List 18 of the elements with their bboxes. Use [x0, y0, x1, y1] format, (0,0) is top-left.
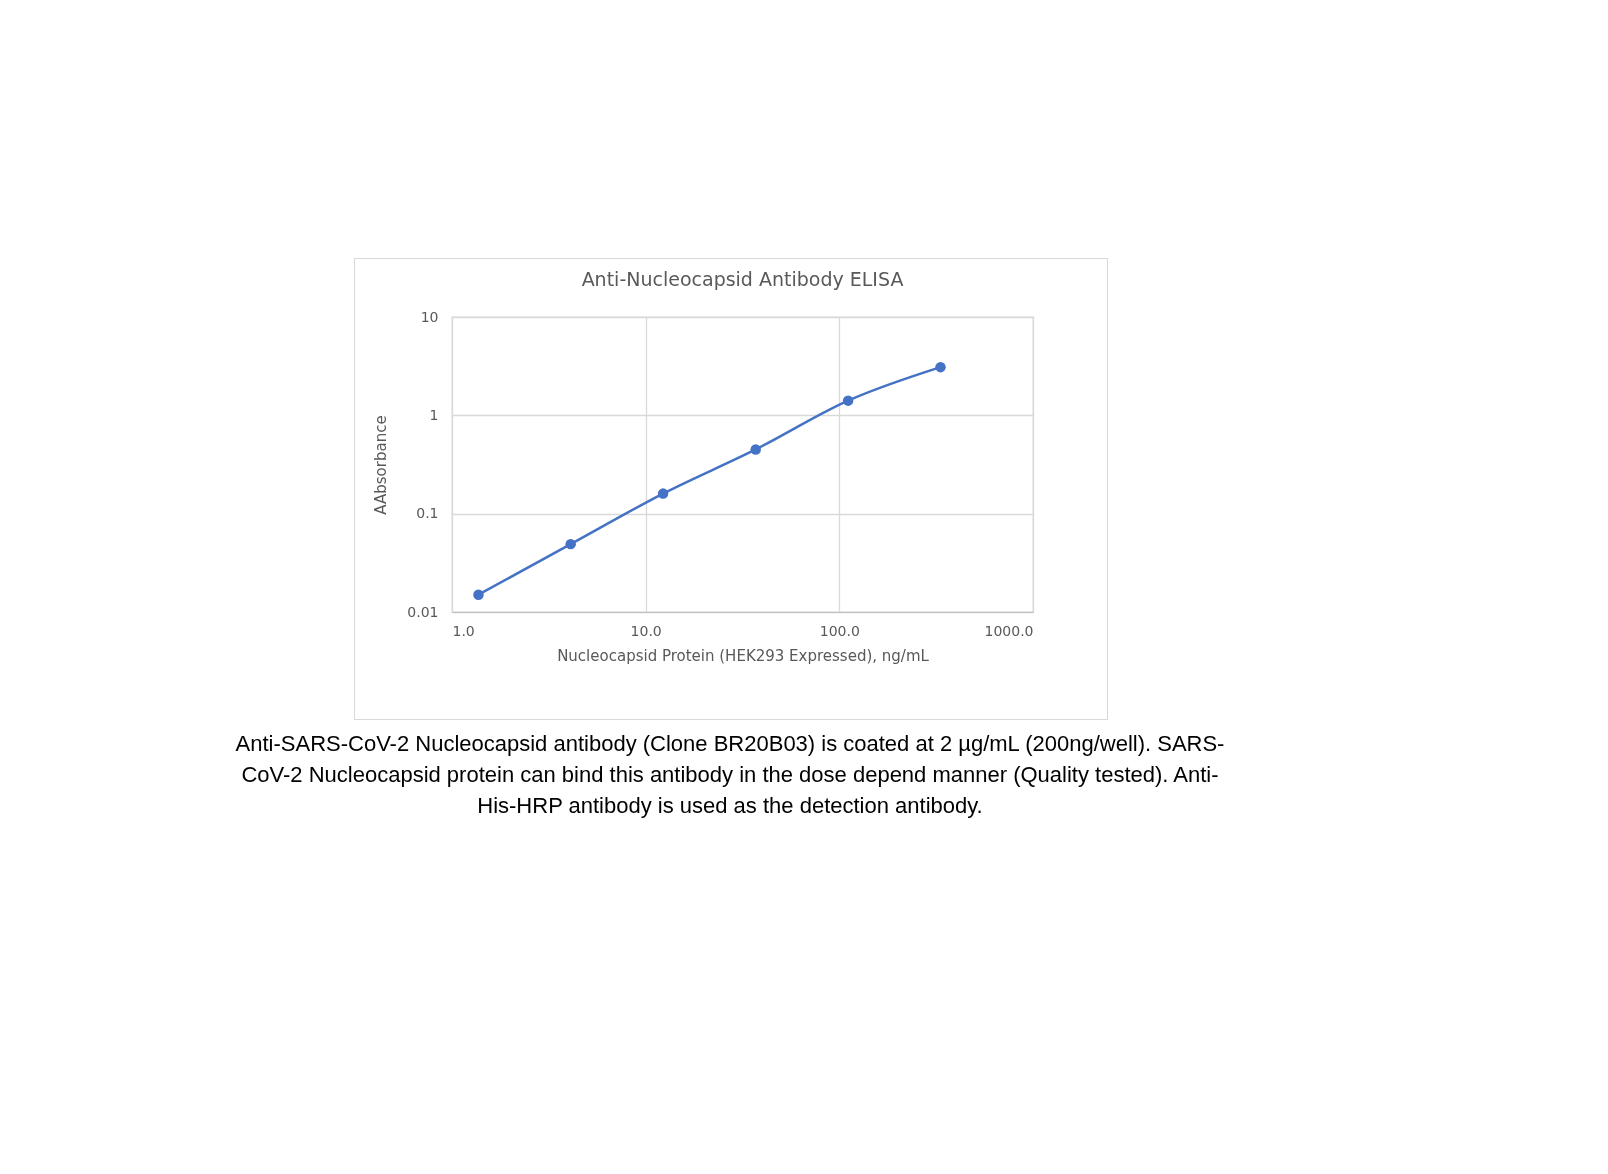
y-axis-title: AAbsorbance	[372, 415, 391, 515]
x-tick-label: 1000.0	[984, 622, 1034, 639]
y-tick-label: 10	[420, 308, 439, 325]
point	[657, 488, 669, 499]
x-axis-title: Nucleocapsid Protein (HEK293 Expressed), ng/mL	[557, 646, 930, 665]
point	[750, 444, 761, 455]
point	[473, 589, 484, 600]
point	[565, 538, 576, 550]
x-tick-label: 1.0	[452, 622, 475, 639]
point	[935, 361, 946, 373]
y-tick-label: 0.01	[407, 603, 439, 620]
text: Anti-SARS-CoV-2 Nucleocapsid antibody (Clone BR20B03) is coated at 2 µg/mL (200ng/well). SARS-CoV-2 Nucleocapsid protein can bind this antibody in the dose depend manner (Quality tested). Anti-His-HRP antibody is used as the detection antibody.	[235, 730, 1225, 820]
chart-title: Anti-Nucleocapsid Antibody ELISA	[581, 268, 904, 290]
x-tick-label: 10.0	[630, 622, 662, 639]
point	[842, 395, 854, 406]
y-tick-label: 0.1	[416, 505, 439, 522]
x-tick-label: 100.0	[819, 622, 860, 639]
y-tick-label: 1	[429, 406, 439, 423]
